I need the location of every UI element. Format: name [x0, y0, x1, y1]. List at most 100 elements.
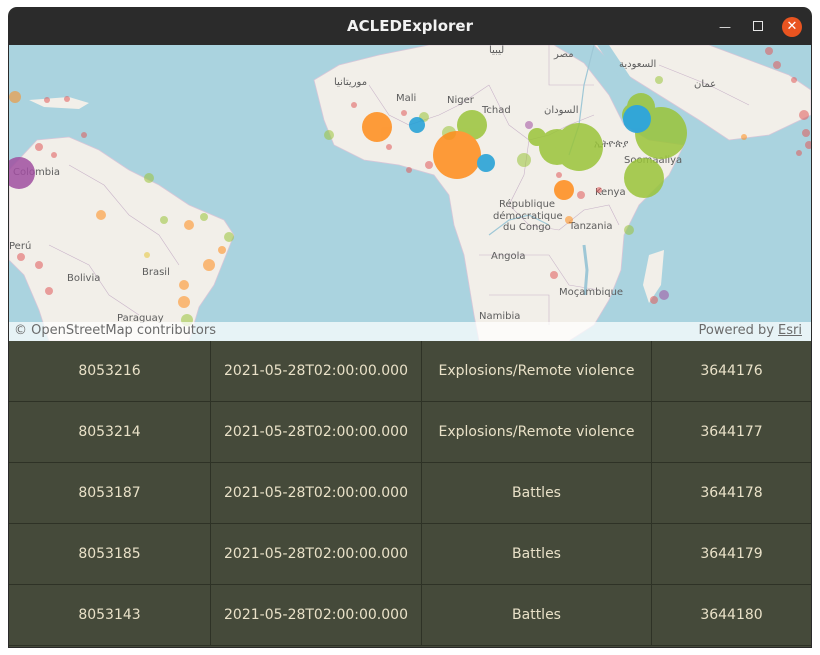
map-canvas: Mali Niger Tchad السودان مصر ليبيا السعو…	[9, 45, 811, 341]
event-marker	[401, 110, 407, 116]
event-marker	[96, 210, 106, 220]
event-marker	[9, 91, 21, 103]
map-label: Paraguay	[117, 313, 164, 324]
close-icon: ✕	[786, 19, 798, 34]
event-marker	[517, 153, 531, 167]
event-marker	[224, 232, 234, 242]
map-label: Tchad	[481, 105, 511, 116]
table-row[interactable]: 8053185 2021-05-28T02:00:00.000 Battles …	[9, 524, 811, 585]
event-marker	[200, 213, 208, 221]
event-marker	[765, 47, 773, 55]
map-label: مصر	[553, 49, 574, 60]
event-marker	[324, 130, 334, 140]
table-cell: 3644180	[700, 607, 763, 623]
event-marker	[81, 132, 87, 138]
arabia-land	[593, 45, 811, 141]
event-marker	[9, 157, 35, 189]
map-label: Tanzania	[568, 221, 613, 232]
table-cell: 8053216	[9, 341, 211, 402]
event-marker	[160, 216, 168, 224]
event-marker	[791, 77, 797, 83]
event-marker	[556, 172, 562, 178]
event-marker	[179, 280, 189, 290]
event-marker	[799, 110, 809, 120]
table-cell: Battles	[422, 463, 652, 524]
table-cell: 8053185	[9, 524, 211, 585]
map-label: عمان	[694, 79, 716, 90]
map-label: Niger	[447, 95, 475, 106]
event-marker	[550, 271, 558, 279]
table-row[interactable]: 8053187 2021-05-28T02:00:00.000 Battles …	[9, 463, 811, 524]
caribbean-land	[29, 97, 89, 109]
table-cell: 3644177	[700, 424, 763, 440]
event-marker	[409, 117, 425, 133]
event-marker	[577, 191, 585, 199]
event-marker	[45, 287, 53, 295]
table-cell: 2021-05-28T02:00:00.000	[211, 402, 422, 463]
table-cell: 3644179	[700, 546, 763, 562]
small-event-dots	[9, 47, 811, 326]
table-cell: Battles	[422, 524, 652, 585]
map-label: السعودية	[619, 59, 656, 70]
map-label: Moçambique	[559, 287, 623, 298]
table-cell: 3644176	[700, 363, 763, 379]
map-label: ليبيا	[489, 45, 504, 56]
event-marker	[596, 187, 602, 193]
maximize-button[interactable]	[748, 17, 768, 37]
south-america-land	[9, 136, 235, 341]
map-label: du Congo	[503, 222, 551, 233]
map-label: Bolivia	[67, 273, 100, 284]
event-marker	[741, 134, 747, 140]
map-label: Namibia	[479, 311, 520, 322]
event-marker	[35, 261, 43, 269]
event-marker	[386, 144, 392, 150]
map-label: démocratique	[493, 210, 563, 222]
table-cell: 3644178	[700, 485, 763, 501]
table-cell: 8053214	[9, 402, 211, 463]
table-cell: Battles	[422, 585, 652, 646]
map-label: Angola	[491, 251, 526, 262]
map-labels: Mali Niger Tchad السودان مصر ليبيا السعو…	[9, 45, 716, 324]
results-table: 8053216 2021-05-28T02:00:00.000 Explosio…	[9, 341, 811, 647]
maximize-icon	[753, 21, 763, 31]
event-marker	[565, 216, 573, 224]
event-marker	[144, 173, 154, 183]
close-button[interactable]: ✕	[782, 17, 802, 37]
event-marker	[17, 253, 25, 261]
table-row[interactable]: 8053216 2021-05-28T02:00:00.000 Explosio…	[9, 341, 811, 402]
table-cell: 8053143	[9, 585, 211, 646]
event-marker	[554, 180, 574, 200]
esri-link[interactable]: Esri	[778, 323, 802, 338]
event-marker	[64, 96, 70, 102]
map-label: Kenya	[595, 187, 626, 198]
event-marker	[624, 225, 634, 235]
map-label: ኢትዮጵያ	[594, 139, 628, 150]
map-attribution-bar: © OpenStreetMap contributors Powered by …	[9, 322, 811, 341]
table-cell: 2021-05-28T02:00:00.000	[211, 585, 422, 646]
event-marker	[805, 141, 811, 149]
map-label: موريتانيا	[334, 77, 367, 88]
table-row[interactable]: 8053214 2021-05-28T02:00:00.000 Explosio…	[9, 402, 811, 463]
osm-attribution: © OpenStreetMap contributors	[14, 323, 216, 338]
event-marker	[477, 154, 495, 172]
congo-river	[488, 214, 550, 236]
event-marker	[51, 152, 57, 158]
event-marker	[659, 290, 669, 300]
event-marker	[144, 252, 150, 258]
minimize-button[interactable]: —	[715, 17, 735, 37]
table-cell: 2021-05-28T02:00:00.000	[211, 524, 422, 585]
map-label: السودان	[544, 105, 579, 116]
table-row[interactable]: 8053143 2021-05-28T02:00:00.000 Battles …	[9, 585, 811, 646]
window-title: ACLEDExplorer	[347, 17, 473, 35]
event-marker	[555, 123, 603, 171]
event-marker	[362, 112, 392, 142]
title-bar[interactable]: ACLEDExplorer — ✕	[9, 8, 811, 45]
event-marker	[44, 97, 50, 103]
event-marker	[623, 105, 651, 133]
event-marker	[796, 150, 802, 156]
event-marker	[203, 259, 215, 271]
event-marker	[655, 76, 663, 84]
map-view[interactable]: Mali Niger Tchad السودان مصر ليبيا السعو…	[9, 45, 811, 341]
event-marker	[406, 167, 412, 173]
event-marker	[218, 246, 226, 254]
